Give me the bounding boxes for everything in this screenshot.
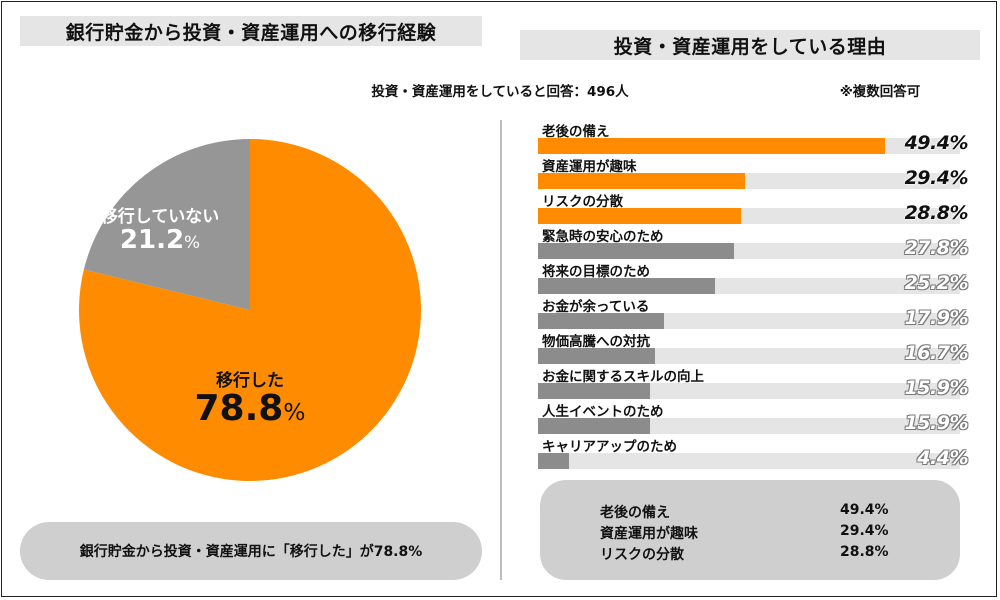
bar-row-risk-diversification: リスクの分散 28.8% (538, 190, 969, 225)
bar-fill (538, 348, 656, 364)
bar-value-label: 28.8% (904, 202, 969, 224)
bar-row-life-events: 人生イベントのため 15.9% (538, 400, 969, 435)
bar-fill (538, 138, 886, 154)
bar-row-surplus-money: お金が余っている 17.9% (538, 295, 969, 330)
bar-track (538, 138, 960, 154)
summary-row: リスクの分散 28.8% (540, 544, 960, 566)
bar-value-label: 29.4% (904, 167, 969, 189)
summary-row-label: 老後の備え (600, 505, 670, 521)
bar-track (538, 418, 960, 434)
bar-label: 緊急時の安心のため (542, 229, 664, 245)
summary-row-value: 49.4% (840, 502, 889, 518)
pie-label-moved-name: 移行した (216, 371, 284, 391)
bar-value-label: 27.8% (904, 237, 969, 259)
bar-value-label: 17.9% (904, 307, 969, 329)
bar-track (538, 208, 960, 224)
pie-label-not-moved-name: 移行していない (100, 207, 220, 227)
summary-row-label: リスクの分散 (600, 547, 684, 563)
bar-label: 資産運用が趣味 (542, 159, 637, 175)
pie-slice-moved (78, 139, 421, 481)
bar-track (538, 348, 960, 364)
bar-label: リスクの分散 (542, 194, 623, 210)
bar-value-label: 25.2% (904, 272, 969, 294)
bar-track (538, 383, 960, 399)
bar-track (538, 173, 960, 189)
pie-label-moved-value: 78.8 (194, 388, 284, 429)
summary-row-label: 資産運用が趣味 (600, 526, 698, 542)
bar-value-label: 15.9% (904, 412, 969, 434)
pie-label-not-moved: 移行していない 21.2% (80, 202, 240, 253)
pie-label-not-moved-unit: % (184, 232, 201, 252)
bar-label: キャリアアップのため (542, 439, 677, 455)
reasons-bar-chart: 老後の備え 49.4% 資産運用が趣味 29.4% リスクの分散 28.8% 緊急時の安心の… (538, 120, 969, 470)
bar-fill (538, 208, 741, 224)
bar-fill (538, 173, 745, 189)
left-summary-pill: 銀行貯金から投資・資産運用に「移行した」が78.8% (20, 522, 482, 580)
bar-fill (538, 383, 650, 399)
bar-row-career-up: キャリアアップのため 4.4% (538, 435, 969, 470)
bar-row-money-skills: お金に関するスキルの向上 15.9% (538, 365, 969, 400)
bar-fill (538, 278, 716, 294)
pie-label-moved-unit: % (283, 398, 306, 426)
bar-track (538, 453, 960, 469)
bar-row-inflation: 物価高騰への対抗 16.7% (538, 330, 969, 365)
bar-label: お金に関するスキルの向上 (542, 369, 704, 385)
bar-label: 将来の目標のため (542, 264, 650, 280)
bar-row-hobby: 資産運用が趣味 29.4% (538, 155, 969, 190)
bar-label: 老後の備え (542, 124, 610, 140)
bar-label: 人生イベントのため (542, 404, 664, 420)
bar-row-emergency: 緊急時の安心のため 27.8% (538, 225, 969, 260)
right-panel-title: 投資・資産運用をしている理由 (520, 30, 980, 60)
bar-track (538, 313, 960, 329)
respondents-note: 投資・資産運用をしていると回答：496人 (371, 84, 629, 100)
summary-row-value: 29.4% (840, 523, 889, 539)
bar-row-future-goals: 将来の目標のため 25.2% (538, 260, 969, 295)
bar-value-label: 16.7% (904, 342, 969, 364)
summary-row-value: 28.8% (840, 544, 889, 560)
bar-fill (538, 243, 734, 259)
summary-row: 資産運用が趣味 29.4% (540, 523, 960, 545)
bar-track (538, 243, 960, 259)
bar-fill (538, 313, 664, 329)
pie-label-not-moved-value: 21.2 (119, 225, 185, 255)
left-panel-title: 銀行貯金から投資・資産運用への移行経験 (20, 16, 482, 46)
bar-value-label: 15.9% (904, 377, 969, 399)
multiple-answer-note: ※複数回答可 (839, 84, 921, 100)
bar-value-label: 4.4% (917, 447, 968, 469)
panel-divider (500, 120, 502, 580)
bar-value-label: 49.4% (904, 132, 969, 154)
bar-label: 物価高騰への対抗 (542, 334, 650, 350)
summary-row: 老後の備え 49.4% (540, 502, 960, 524)
bar-row-retirement: 老後の備え 49.4% (538, 120, 969, 155)
right-summary-pill: 老後の備え 49.4% 資産運用が趣味 29.4% リスクの分散 28.8% (540, 480, 960, 580)
bar-fill (538, 418, 650, 434)
bar-label: お金が余っている (542, 299, 650, 315)
bar-fill (538, 453, 569, 469)
pie-slice-not-moved (83, 139, 250, 310)
migration-pie-chart (78, 139, 421, 481)
bar-track (538, 278, 960, 294)
pie-label-moved: 移行した 78.8% (165, 366, 335, 427)
